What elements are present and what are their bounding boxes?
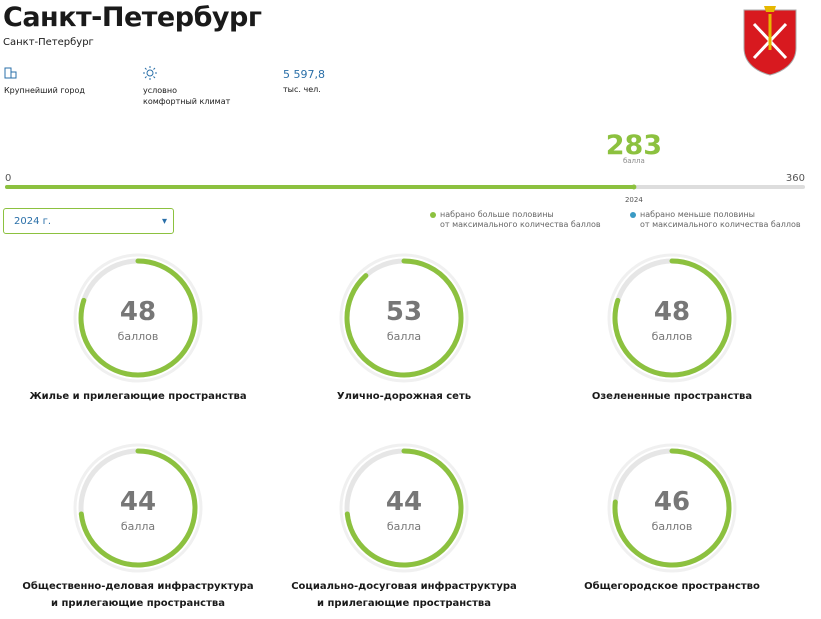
fact-label: условно <box>143 86 177 95</box>
legend-dot <box>630 212 636 218</box>
building-icon <box>4 67 17 79</box>
ring-arc <box>612 448 732 568</box>
ring-shadow <box>73 443 203 573</box>
ring-unit: баллов <box>118 330 159 343</box>
indicator-name: Жилье и прилегающие пространства <box>29 391 246 402</box>
city-subtitle: Санкт-Петербург <box>3 37 94 48</box>
ring-value: 48 <box>120 297 156 327</box>
ring-shadow <box>607 253 737 383</box>
ring-unit: балла <box>121 520 155 533</box>
ring-unit: балла <box>387 330 421 343</box>
ring-unit: баллов <box>652 330 693 343</box>
ring-shadow <box>73 253 203 383</box>
ring-shadow <box>339 253 469 383</box>
ring-value: 46 <box>654 487 690 517</box>
legend-item: набрано меньше половины от максимального … <box>630 210 801 230</box>
sun-icon <box>143 66 157 80</box>
ring-arc <box>344 258 464 378</box>
legend-text: набрано больше половины <box>440 210 554 219</box>
fact-label: тыс. чел. <box>283 85 321 94</box>
city-title: Санкт-Петербург <box>3 2 262 33</box>
indicator-name: Общественно-деловая инфраструктура <box>22 580 253 592</box>
indicator-name: Озелененные пространства <box>592 391 752 402</box>
legend-dot <box>430 212 436 218</box>
indicator-name: и прилегающие пространства <box>51 598 225 609</box>
legend-text: от максимального количества баллов <box>440 220 601 229</box>
coat-of-arms <box>743 6 797 76</box>
bar-fill <box>5 185 634 189</box>
year-select[interactable]: 2024 г. <box>3 208 174 235</box>
ring-value: 44 <box>120 487 156 517</box>
marker-label: 2024 <box>625 196 643 204</box>
bar-marker <box>631 184 637 190</box>
indicator-name: Социально-досуговая инфраструктура <box>291 580 517 592</box>
ring-arc <box>612 258 732 378</box>
score-value: 283 <box>606 130 662 161</box>
score-unit: балла <box>623 157 645 165</box>
indicator-name: и прилегающие пространства <box>317 598 491 609</box>
legend-text: набрано меньше половины <box>640 210 755 219</box>
indicator-name: Улично-дорожная сеть <box>337 391 471 402</box>
score-min: 0 <box>5 173 11 184</box>
fact-label: комфортный климат <box>143 97 231 106</box>
ring-arc <box>78 258 198 378</box>
ring-shadow <box>339 443 469 573</box>
fact-label: Крупнейший город <box>4 86 85 95</box>
score-max: 360 <box>786 173 805 184</box>
ring-shadow <box>607 443 737 573</box>
ring-unit: балла <box>387 520 421 533</box>
ring-value: 53 <box>386 297 422 327</box>
ring-unit: баллов <box>652 520 693 533</box>
legend-item: набрано больше половины от максимального … <box>430 210 601 230</box>
ring-arc <box>344 448 464 568</box>
indicator-name: Общегородское пространство <box>584 580 760 592</box>
legend-text: от максимального количества баллов <box>640 220 801 229</box>
fact-value: 5 597,8 <box>283 68 325 81</box>
ring-value: 44 <box>386 487 422 517</box>
ring-arc <box>78 448 198 568</box>
indicators: 48 баллов Жилье и прилегающие пространства… <box>22 253 760 609</box>
ring-value: 48 <box>654 297 690 327</box>
